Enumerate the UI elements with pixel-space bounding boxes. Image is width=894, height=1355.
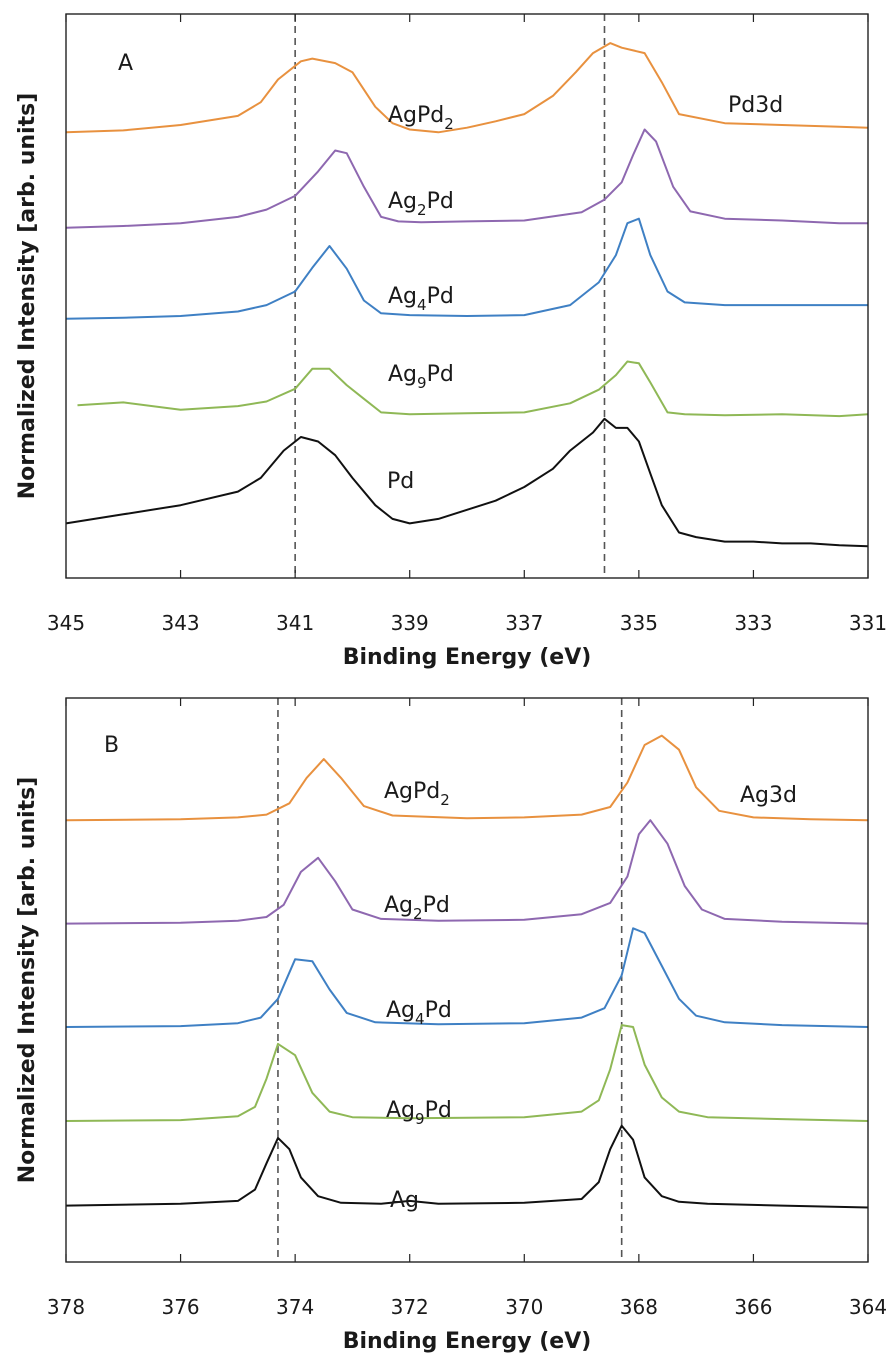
panel-label: A bbox=[118, 51, 133, 76]
x-tick-label: 366 bbox=[734, 1295, 772, 1319]
series-label: Ag4Pd bbox=[386, 998, 452, 1028]
series-label: Ag bbox=[390, 1188, 419, 1213]
x-tick-label: 370 bbox=[505, 1295, 543, 1319]
chart-panel-b: 378 376 374 372 370 368 366 364 Binding Energy (… bbox=[15, 697, 887, 1354]
series-label: Ag4Pd bbox=[388, 284, 454, 314]
x-axis-label: Binding Energy (eV) bbox=[343, 1329, 592, 1354]
y-axis-label: Normalized Intensity [arb. units] bbox=[15, 777, 40, 1184]
series-line-ag2pd bbox=[65, 128, 868, 229]
x-tick-label: 339 bbox=[391, 611, 429, 635]
series-label: Ag2Pd bbox=[384, 893, 450, 923]
series-line-ag4pd bbox=[65, 217, 868, 320]
x-tick-label: 343 bbox=[161, 611, 199, 635]
x-tick-label: 364 bbox=[849, 1295, 887, 1319]
region-label: Ag3d bbox=[740, 783, 797, 808]
series-line-pd bbox=[65, 417, 869, 548]
x-tick-label: 341 bbox=[276, 611, 314, 635]
series-line-agpd2 bbox=[65, 42, 869, 134]
series-label: Ag9Pd bbox=[388, 362, 454, 392]
chart-panel-a: 345 343 341 339 337 335 333 331 Binding Energy (… bbox=[15, 13, 887, 670]
plot-frame bbox=[65, 697, 869, 1263]
series-label: Pd bbox=[387, 469, 414, 494]
x-tick-label: 378 bbox=[47, 1295, 85, 1319]
x-tick-label: 333 bbox=[734, 611, 772, 635]
panel-label: B bbox=[104, 733, 119, 758]
series-line-ag4pd bbox=[65, 927, 869, 1028]
x-tick-label: 345 bbox=[47, 611, 85, 635]
x-axis-label: Binding Energy (eV) bbox=[343, 645, 592, 670]
series-line-ag9pd bbox=[65, 1024, 869, 1122]
series-label: AgPd2 bbox=[388, 103, 454, 133]
x-tick-label: 337 bbox=[505, 611, 543, 635]
y-axis-label: Normalized Intensity [arb. units] bbox=[15, 93, 40, 500]
series-label: Ag9Pd bbox=[386, 1098, 452, 1128]
x-tick-label: 335 bbox=[620, 611, 658, 635]
series-line-ag bbox=[65, 1124, 869, 1209]
x-tick-label: 331 bbox=[849, 611, 887, 635]
x-tick-label: 376 bbox=[161, 1295, 199, 1319]
x-tick-label: 368 bbox=[620, 1295, 658, 1319]
series-line-agpd2 bbox=[65, 734, 869, 822]
series-label: Ag2Pd bbox=[388, 189, 454, 219]
series-label: AgPd2 bbox=[384, 779, 450, 809]
x-tick-label: 372 bbox=[391, 1295, 429, 1319]
region-label: Pd3d bbox=[728, 93, 783, 118]
x-tick-label: 374 bbox=[276, 1295, 314, 1319]
series-line-ag9pd bbox=[77, 360, 869, 418]
plot-frame bbox=[65, 13, 869, 579]
series-line-ag2pd bbox=[65, 819, 869, 925]
